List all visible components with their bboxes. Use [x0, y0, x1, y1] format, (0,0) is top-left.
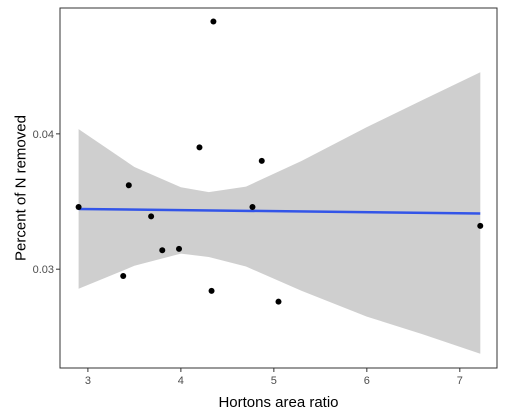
points-layer — [75, 18, 484, 305]
x-axis-title: Hortons area ratio — [218, 394, 338, 411]
data-point — [275, 298, 282, 305]
data-point — [477, 222, 484, 229]
y-tick-label: 0.04 — [33, 129, 54, 141]
data-point — [125, 182, 132, 189]
data-point — [159, 247, 166, 254]
panel-border — [59, 7, 498, 369]
trend-line — [78, 207, 481, 215]
x-tick-label: 3 — [85, 375, 91, 387]
data-point — [120, 272, 127, 279]
x-tick-label: 4 — [178, 375, 184, 387]
data-point — [210, 18, 217, 25]
data-point — [75, 203, 82, 210]
data-point — [249, 203, 256, 210]
x-tick-label: 5 — [271, 375, 277, 387]
x-tick-label: 7 — [457, 375, 463, 387]
confidence-band — [78, 72, 481, 354]
data-point — [196, 144, 203, 151]
trend-line-layer — [78, 207, 481, 215]
y-tick-label: 0.03 — [33, 264, 54, 276]
x-tick-label: 6 — [364, 375, 370, 387]
data-point — [208, 287, 215, 294]
data-point — [176, 245, 183, 252]
confidence-band-layer — [78, 72, 481, 354]
y-axis-title: Percent of N removed — [12, 115, 29, 261]
data-point — [148, 213, 155, 220]
data-point — [258, 157, 265, 164]
x-axis: 3 4 5 6 7 — [85, 368, 463, 387]
y-axis: 0.03 0.04 — [33, 129, 60, 276]
